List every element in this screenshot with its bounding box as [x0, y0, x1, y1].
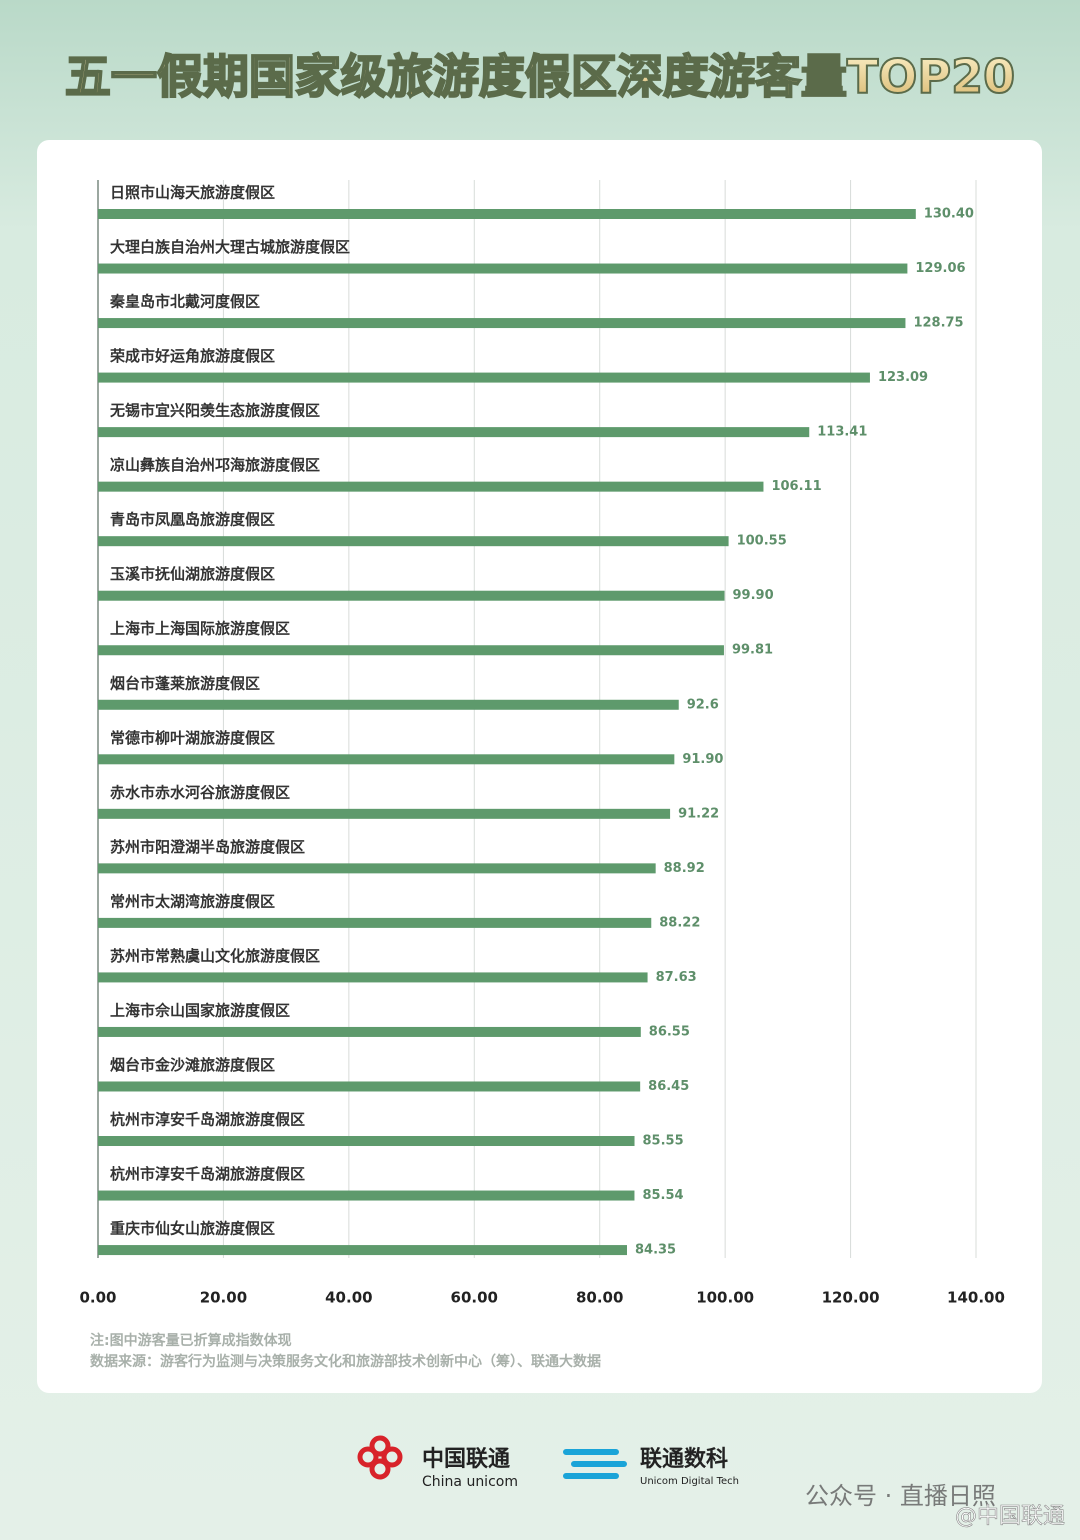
value-label: 88.92 [664, 861, 705, 876]
x-tick-label: 100.00 [696, 1289, 754, 1307]
value-label: 91.90 [682, 752, 723, 767]
value-label: 123.09 [878, 370, 928, 385]
value-label: 100.55 [737, 534, 787, 549]
x-tick-label: 60.00 [451, 1289, 498, 1307]
value-label: 128.75 [913, 316, 963, 331]
logo-text: 联通数科 [640, 1446, 728, 1472]
source: 数据来源：游客行为监测与决策服务文化和旅游部技术创新中心（筹）、联通大数据 [90, 1353, 601, 1370]
category-label: 重庆市仙女山旅游度假区 [110, 1220, 275, 1238]
category-label: 荣成市好运角旅游度假区 [109, 347, 275, 365]
category-label: 杭州市淳安千岛湖旅游度假区 [110, 1165, 305, 1183]
category-label: 常州市太湖湾旅游度假区 [110, 892, 275, 910]
watermark: 公众号 · 直播日照 [805, 1482, 996, 1510]
chart-title: 五一假期国家级旅游度假区深度游客量TOP20 [65, 50, 1015, 104]
bar [98, 1081, 641, 1092]
bar [98, 645, 724, 656]
category-label: 日照市山海天旅游度假区 [110, 184, 275, 202]
bar [98, 536, 729, 547]
value-label: 88.22 [659, 915, 700, 930]
logo-text: 中国联通 [422, 1447, 510, 1472]
bar [98, 263, 908, 274]
value-label: 92.6 [687, 697, 719, 712]
bar [98, 590, 725, 601]
category-label: 赤水市赤水河谷旅游度假区 [110, 783, 290, 801]
value-label: 91.22 [678, 806, 719, 821]
value-label: 99.90 [733, 588, 774, 603]
category-label: 上海市上海国际旅游度假区 [110, 620, 290, 638]
bar [98, 427, 810, 438]
bar [98, 863, 656, 874]
category-label: 凉山彝族自治州邛海旅游度假区 [110, 456, 320, 474]
value-label: 86.45 [648, 1079, 689, 1094]
value-label: 106.11 [771, 479, 821, 494]
bar [98, 917, 652, 928]
bar [98, 1026, 641, 1037]
category-label: 秦皇岛市北戴河度假区 [109, 293, 260, 311]
bar [98, 972, 648, 983]
category-label: 青岛市凤凰岛旅游度假区 [110, 511, 275, 529]
logo-text-en: Unicom Digital Tech [640, 1476, 739, 1487]
x-tick-label: 40.00 [325, 1289, 372, 1307]
bar [98, 318, 906, 329]
value-label: 130.40 [924, 207, 974, 222]
bar [98, 1136, 635, 1147]
category-label: 玉溪市抚仙湖旅游度假区 [110, 565, 275, 583]
logo-unicom: 中国联通 China unicom [357, 1435, 518, 1490]
category-label: 烟台市蓬莱旅游度假区 [110, 674, 260, 692]
value-label: 86.55 [649, 1024, 690, 1039]
category-label: 苏州市常熟虞山文化旅游度假区 [110, 947, 320, 965]
x-tick-label: 120.00 [822, 1289, 880, 1307]
card [37, 140, 1042, 1393]
logo-text-en: China unicom [422, 1474, 518, 1490]
plot: 0.00 20.00 40.00 60.00 80.00 100.00 120.00 140.… [79, 180, 1005, 1307]
category-label: 苏州市阳澄湖半岛旅游度假区 [110, 838, 305, 856]
value-label: 85.54 [642, 1188, 683, 1203]
bar [98, 481, 764, 492]
bar [98, 1245, 627, 1256]
x-tick-label: 80.00 [576, 1289, 623, 1307]
bar [98, 808, 671, 819]
logo-digital: 联通数科 Unicom Digital Tech [563, 1446, 739, 1487]
value-label: 84.35 [635, 1243, 676, 1258]
category-label: 烟台市金沙滩旅游度假区 [110, 1056, 275, 1074]
watermark: @中国联通 [955, 1504, 1065, 1529]
value-label: 87.63 [656, 970, 697, 985]
category-label: 无锡市宜兴阳羡生态旅游度假区 [109, 402, 320, 420]
category-label: 大理白族自治州大理古城旅游度假区 [110, 238, 350, 256]
category-label: 杭州市淳安千岛湖旅游度假区 [110, 1111, 305, 1129]
x-tick-label: 0.00 [79, 1289, 116, 1307]
note: 注:图中游客量已折算成指数体现 [90, 1332, 292, 1349]
value-label: 85.55 [643, 1134, 684, 1149]
bar [98, 209, 916, 219]
category-label: 常德市柳叶湖旅游度假区 [110, 729, 275, 747]
bar [98, 1190, 635, 1201]
category-label: 上海市佘山国家旅游度假区 [110, 1001, 290, 1019]
x-tick-label: 20.00 [200, 1289, 247, 1307]
value-label: 113.41 [817, 425, 867, 440]
bar [98, 754, 675, 765]
bar [98, 372, 870, 383]
value-label: 129.06 [915, 261, 965, 276]
bar [98, 699, 679, 710]
x-tick-label: 140.00 [947, 1289, 1005, 1307]
value-label: 99.81 [732, 643, 773, 658]
